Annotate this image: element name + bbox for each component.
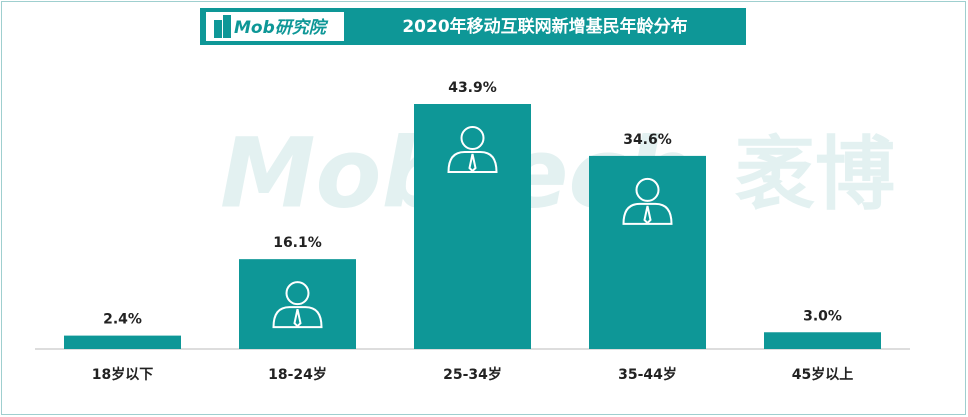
- icon-body: [272, 306, 323, 329]
- icon-body: [622, 202, 673, 225]
- value-label: 34.6%: [623, 132, 672, 148]
- logo-mark: [214, 20, 222, 38]
- x-tick-label: 18-24岁: [268, 366, 327, 383]
- icon-head: [635, 177, 660, 202]
- icon-tie: [293, 308, 302, 328]
- person-icon: [447, 126, 498, 173]
- icon-tie: [468, 153, 477, 173]
- x-tick-label: 45岁以上: [792, 366, 853, 383]
- bar: [589, 155, 706, 349]
- x-tick-label: 35-44岁: [618, 366, 677, 383]
- value-label: 43.9%: [448, 80, 497, 96]
- bar: [64, 335, 181, 349]
- person-icon: [622, 177, 673, 225]
- value-label: 2.4%: [103, 312, 142, 328]
- x-tick-label: 25-34岁: [443, 366, 502, 383]
- watermark-text: 袤博: [735, 128, 895, 221]
- watermark: MobTech袤博: [220, 117, 895, 229]
- bar: [414, 104, 531, 349]
- icon-tie: [643, 205, 652, 225]
- icon-head: [285, 281, 310, 306]
- logo-text: Mob研究院: [234, 18, 329, 38]
- value-label: 3.0%: [803, 308, 842, 324]
- x-tick-label: 18岁以下: [92, 366, 153, 383]
- value-label: 16.1%: [273, 235, 322, 251]
- icon-head: [460, 126, 485, 150]
- person-icon: [272, 281, 323, 329]
- chart-title: 2020年移动互联网新增基民年龄分布: [402, 16, 687, 37]
- icon-body: [447, 151, 498, 173]
- logo-mark: [223, 15, 231, 38]
- bar: [764, 332, 881, 349]
